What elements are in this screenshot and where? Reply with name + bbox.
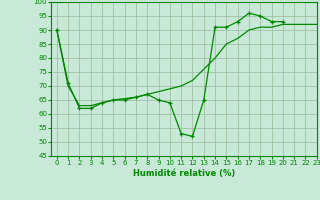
X-axis label: Humidité relative (%): Humidité relative (%) [133,169,235,178]
